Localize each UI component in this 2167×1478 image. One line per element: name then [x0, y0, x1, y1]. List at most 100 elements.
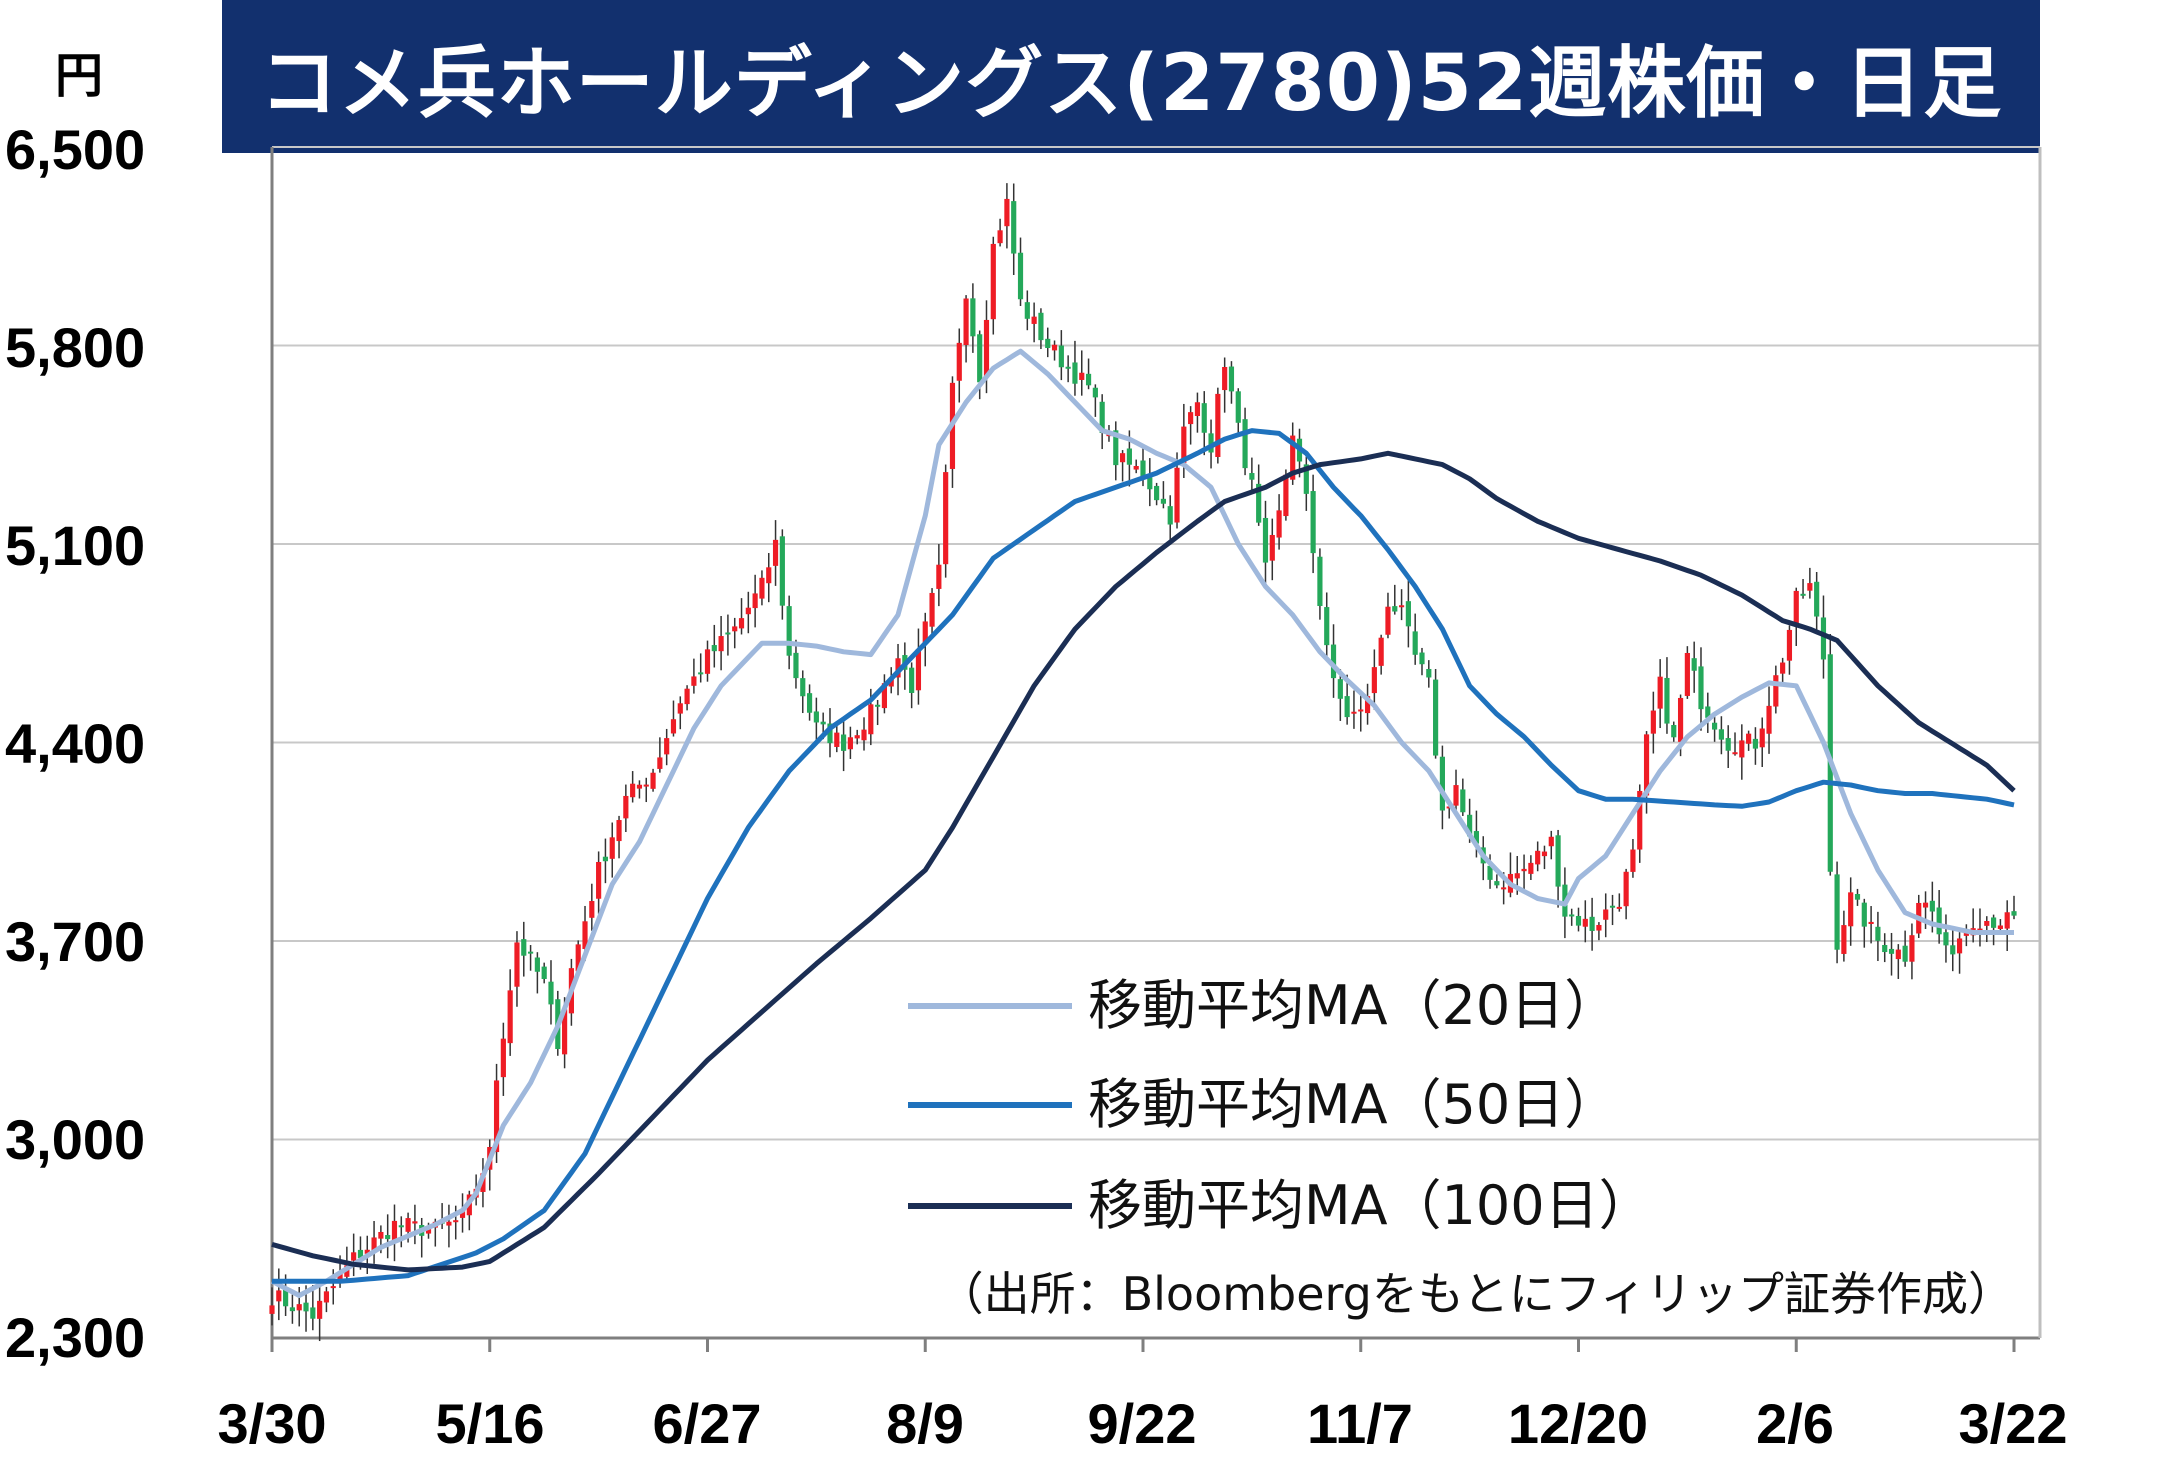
candle-up: [1684, 652, 1690, 696]
candle-up: [943, 472, 949, 565]
candle-up: [589, 901, 595, 918]
x-tick-label: 12/20: [1507, 1392, 1649, 1455]
candle-down: [820, 721, 826, 725]
candle-up: [562, 1009, 568, 1055]
candle-up: [1290, 435, 1296, 480]
candle-down: [1330, 644, 1337, 679]
candle-down: [813, 711, 819, 723]
x-tick-label: 2/6: [1756, 1392, 1834, 1455]
candle-down: [1943, 932, 1949, 946]
candle-down: [711, 645, 717, 652]
candle-up: [1603, 909, 1609, 920]
ma50-line: [272, 428, 2015, 1284]
candle-down: [841, 734, 847, 751]
candle-down: [1167, 506, 1173, 525]
x-ticks: [270, 1338, 2016, 1352]
candle-up: [1194, 402, 1201, 417]
candle-up: [405, 1218, 411, 1232]
candle-up: [1868, 921, 1874, 924]
candle-down: [1208, 433, 1214, 453]
moving-averages: [270, 348, 2016, 1298]
candle-up: [337, 1273, 343, 1281]
candle-up: [596, 861, 602, 899]
candle-up: [507, 990, 513, 1044]
y-tick-label: 4,400: [5, 712, 146, 775]
candle-down: [1671, 724, 1677, 738]
candle-up: [670, 719, 677, 734]
candle-up: [514, 942, 520, 987]
candle-up: [1677, 697, 1684, 742]
candle-up: [1637, 790, 1643, 850]
candle-down: [800, 678, 806, 697]
candle-down: [1072, 362, 1078, 384]
candle-up: [990, 243, 996, 320]
candle-up: [459, 1210, 466, 1218]
legend-label-ma20: 移動平均MA（20日）: [1088, 974, 1618, 1037]
candle-down: [1609, 905, 1616, 908]
candle-up: [378, 1231, 384, 1239]
candle-up: [1031, 316, 1037, 324]
candle-up: [1215, 393, 1221, 457]
y-tick-label: 5,100: [5, 514, 146, 577]
candle-up: [351, 1252, 357, 1261]
legend-label-ma50: 移動平均MA（50日）: [1088, 1073, 1618, 1136]
candle-down: [698, 672, 704, 675]
candle-down: [1011, 201, 1017, 254]
candle-up: [1909, 935, 1915, 962]
candle-up: [664, 738, 670, 755]
candle-up: [323, 1291, 330, 1303]
y-tick-label: 3,000: [5, 1108, 146, 1171]
candle-down: [1800, 593, 1806, 596]
candle-down: [289, 1307, 295, 1312]
candle-up: [745, 607, 751, 615]
y-axis-unit-label: 円: [55, 48, 104, 104]
candle-down: [1140, 460, 1146, 478]
candle-up: [623, 795, 629, 819]
candle-down: [1854, 894, 1861, 900]
x-tick-label: 9/22: [1087, 1392, 1197, 1455]
candle-up: [1358, 709, 1364, 712]
candle-down: [1419, 652, 1425, 665]
candle-down: [1256, 483, 1262, 523]
candle-down: [1310, 491, 1316, 554]
candle-down: [1126, 448, 1132, 465]
candle-down: [793, 652, 799, 679]
candle-down: [1235, 391, 1241, 423]
candle-up: [1364, 696, 1371, 714]
candle-up: [371, 1237, 377, 1253]
ma100-line: [271, 450, 2016, 1273]
candle-up: [1269, 534, 1275, 561]
candle-up: [1133, 466, 1139, 470]
candle-down: [1201, 403, 1207, 433]
candle-up: [412, 1221, 418, 1224]
candle-down: [1664, 677, 1670, 724]
candle-up: [575, 944, 581, 972]
candle-up: [854, 735, 860, 739]
candle-down: [1242, 419, 1248, 469]
candle-down: [398, 1225, 404, 1228]
candle-down: [1154, 485, 1160, 501]
candle-up: [269, 1305, 275, 1314]
candle-up: [1739, 740, 1745, 758]
candle-down: [977, 334, 983, 383]
legend-label-ma100: 移動平均MA（100日）: [1088, 1174, 1653, 1237]
candle-up: [1922, 902, 1929, 908]
candle-up: [276, 1290, 282, 1302]
candle-up: [1984, 920, 1990, 926]
candle-down: [1725, 738, 1731, 751]
legend: 移動平均MA（20日） 移動平均MA（50日） 移動平均MA（100日）: [908, 974, 1653, 1237]
candle-down: [875, 704, 881, 707]
x-tick-label: 11/7: [1307, 1392, 1413, 1455]
candle-down: [1752, 738, 1759, 749]
candle-up: [317, 1300, 323, 1319]
candle-up: [1582, 918, 1588, 927]
candle-down: [1045, 338, 1051, 349]
candle-up: [493, 1080, 500, 1153]
candle-up: [1596, 924, 1602, 931]
candle-up: [915, 649, 922, 691]
candle-down: [534, 957, 540, 972]
candle-up: [500, 1038, 506, 1078]
candle-up: [861, 729, 867, 741]
y-tick-label: 2,300: [5, 1306, 146, 1369]
